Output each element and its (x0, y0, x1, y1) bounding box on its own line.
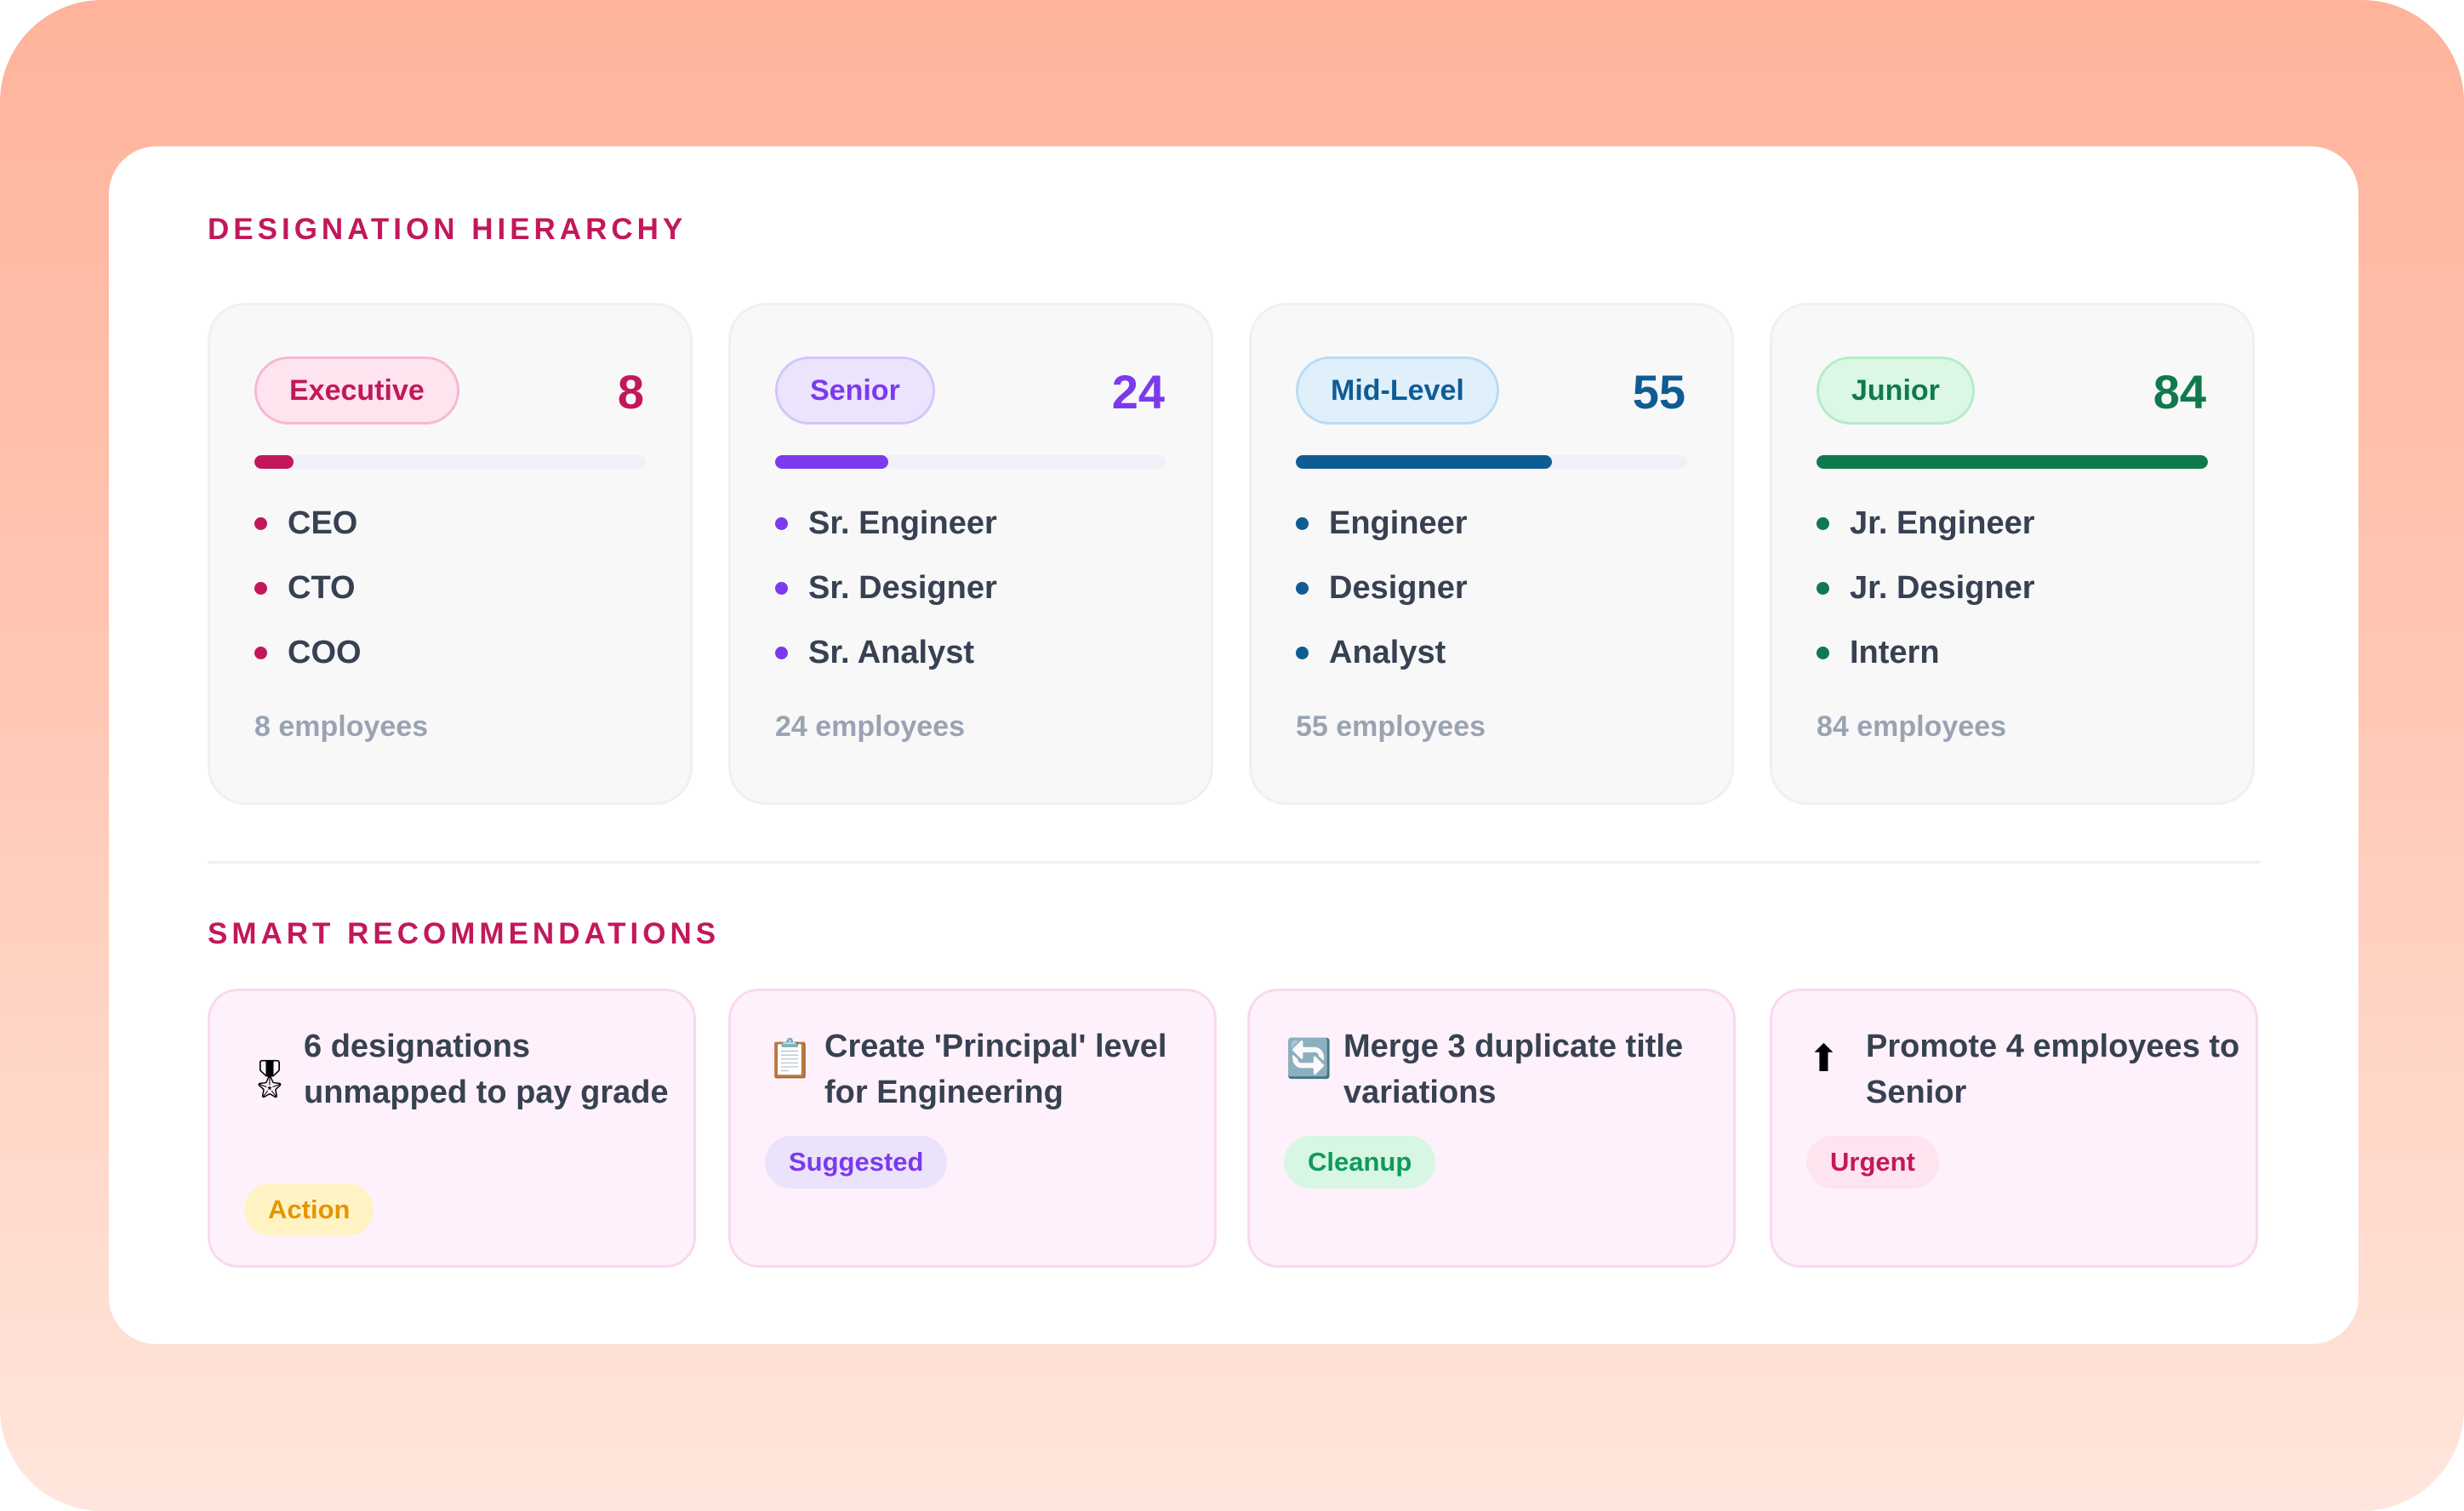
employee-count: 8 employees (254, 710, 429, 743)
role-item: Sr. Designer (775, 556, 997, 620)
role-item: CTO (254, 556, 362, 620)
tier-count: 84 (2153, 365, 2206, 419)
role-label: Intern (1850, 634, 1940, 670)
role-item: Engineer (1296, 491, 1468, 556)
role-item: COO (254, 620, 362, 685)
bullet-dot-icon (1296, 581, 1309, 595)
bullet-dot-icon (775, 646, 788, 659)
role-item: Sr. Engineer (775, 491, 997, 556)
recommendation-card[interactable]: 📋 Create 'Principal' level for Engineerin… (728, 989, 1217, 1268)
bullet-dot-icon (1296, 516, 1309, 530)
tier-progress-fill (775, 455, 889, 469)
recommendation-text: Promote 4 employees to Senior (1866, 1029, 2240, 1110)
role-label: Jr. Engineer (1850, 505, 2035, 541)
tier-count: 8 (617, 365, 644, 419)
role-label: Analyst (1329, 634, 1446, 670)
role-item: CEO (254, 491, 362, 556)
employee-count: 24 employees (775, 710, 966, 743)
recommendation-text: Create 'Principal' level for Engineering (824, 1029, 1167, 1110)
section-title-recommendations: SMART RECOMMENDATIONS (208, 917, 721, 950)
role-label: Designer (1329, 569, 1468, 606)
recommendation-tag: Suggested (765, 1136, 948, 1189)
tier-count: 24 (1111, 365, 1165, 419)
bullet-dot-icon (775, 581, 788, 595)
role-item: Jr. Designer (1817, 556, 2035, 620)
recommendation-tag: Cleanup (1284, 1136, 1436, 1189)
recommendation-tag: Urgent (1806, 1136, 1939, 1189)
role-item: Intern (1817, 620, 2035, 685)
employee-count: 55 employees (1296, 710, 1486, 743)
tier-progress-track (1296, 455, 1687, 469)
dashboard-panel: DESIGNATION HIERARCHY Executive 8 CEO CTO CO… (109, 146, 2358, 1344)
tier-card-mid-level[interactable]: Mid-Level 55 Engineer Designer Analyst 55 emp… (1249, 303, 1734, 805)
recommendation-tag: Action (244, 1183, 374, 1236)
role-label: COO (288, 634, 362, 670)
tier-progress-track (775, 455, 1166, 469)
tier-card-junior[interactable]: Junior 84 Jr. Engineer Jr. Designer Intern 84… (1770, 303, 2255, 805)
medal-icon: 🎖 (246, 1058, 294, 1100)
up-arrow-icon: ⬆ (1808, 1038, 1839, 1080)
role-item: Designer (1296, 556, 1468, 620)
bullet-dot-icon (1817, 581, 1829, 595)
role-list: Jr. Engineer Jr. Designer Intern (1817, 491, 2035, 685)
tier-badge: Executive (254, 356, 459, 425)
role-label: CTO (288, 569, 356, 606)
role-label: Sr. Analyst (808, 634, 975, 670)
recommendation-card[interactable]: 🎖 6 designations unmapped to pay grade Act… (208, 989, 696, 1268)
section-title-hierarchy: DESIGNATION HIERARCHY (208, 213, 687, 246)
tier-badge: Mid-Level (1296, 356, 1499, 425)
role-label: CEO (288, 505, 358, 541)
bullet-dot-icon (775, 516, 788, 530)
bullet-dot-icon (1296, 646, 1309, 659)
tier-progress-track (1817, 455, 2208, 469)
bullet-dot-icon (1817, 516, 1829, 530)
recommendation-card[interactable]: 🔄 Merge 3 duplicate title variations Clean… (1247, 989, 1736, 1268)
tier-progress-fill (1817, 455, 2208, 469)
bullet-dot-icon (254, 581, 267, 595)
role-label: Sr. Designer (808, 569, 997, 606)
recommendation-text: 6 designations unmapped to pay grade (304, 1029, 669, 1110)
tier-count: 55 (1632, 365, 1685, 419)
role-list: CEO CTO COO (254, 491, 362, 685)
recommendation-card[interactable]: ⬆ Promote 4 employees to Senior Urgent (1770, 989, 2258, 1268)
tier-progress-fill (254, 455, 294, 469)
employee-count: 84 employees (1817, 710, 2007, 743)
section-divider (208, 861, 2260, 864)
role-label: Sr. Engineer (808, 505, 997, 541)
tier-progress-fill (1296, 455, 1553, 469)
tier-card-executive[interactable]: Executive 8 CEO CTO COO 8 employees (208, 303, 693, 805)
role-list: Engineer Designer Analyst (1296, 491, 1468, 685)
bullet-dot-icon (1817, 646, 1829, 659)
bullet-dot-icon (254, 646, 267, 659)
recommendation-text: Merge 3 duplicate title variations (1343, 1029, 1684, 1110)
tier-badge: Junior (1817, 356, 1975, 425)
role-label: Engineer (1329, 505, 1468, 541)
bullet-dot-icon (254, 516, 267, 530)
role-item: Sr. Analyst (775, 620, 997, 685)
tier-card-senior[interactable]: Senior 24 Sr. Engineer Sr. Designer Sr. Anal… (728, 303, 1213, 805)
role-list: Sr. Engineer Sr. Designer Sr. Analyst (775, 491, 997, 685)
role-item: Analyst (1296, 620, 1468, 685)
role-item: Jr. Engineer (1817, 491, 2035, 556)
tier-badge: Senior (775, 356, 935, 425)
tier-progress-track (254, 455, 646, 469)
refresh-icon: 🔄 (1286, 1038, 1332, 1080)
role-label: Jr. Designer (1850, 569, 2035, 606)
clipboard-icon: 📋 (767, 1038, 813, 1080)
